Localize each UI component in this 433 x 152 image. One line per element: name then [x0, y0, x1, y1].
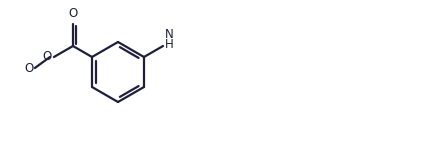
Text: O: O: [68, 7, 78, 20]
Text: O: O: [25, 62, 34, 74]
Text: H: H: [165, 38, 174, 52]
Text: O: O: [43, 50, 52, 64]
Text: N: N: [165, 28, 174, 41]
